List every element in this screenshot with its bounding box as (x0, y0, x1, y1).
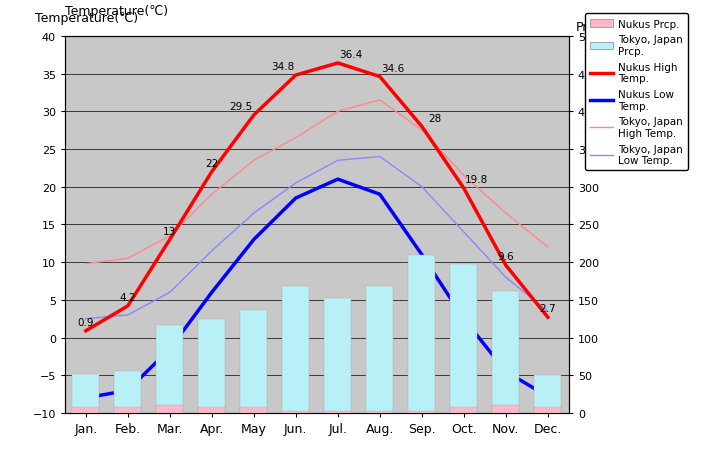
Bar (156, 325, 184, 413)
Text: 2.7: 2.7 (539, 304, 556, 314)
Bar (240, 407, 267, 413)
Bar (534, 407, 562, 413)
Text: 9.6: 9.6 (498, 252, 514, 262)
Text: Temperature(℃): Temperature(℃) (65, 5, 168, 18)
Legend: Nukus Prcp., Tokyo, Japan
Prcp., Nukus High
Temp., Nukus Low
Temp., Tokyo, Japan: Nukus Prcp., Tokyo, Japan Prcp., Nukus H… (585, 14, 688, 171)
Bar (534, 375, 562, 413)
Text: 36.4: 36.4 (339, 50, 362, 60)
Bar (156, 406, 184, 413)
Bar (198, 407, 225, 413)
Text: 34.6: 34.6 (381, 64, 404, 73)
Bar (450, 265, 477, 413)
Text: Precipitation(mm): Precipitation(mm) (576, 21, 688, 34)
Bar (282, 411, 310, 413)
Text: 28: 28 (428, 113, 441, 123)
Bar (492, 406, 519, 413)
Bar (324, 298, 351, 413)
Text: 0.9: 0.9 (78, 317, 94, 327)
Bar (366, 412, 393, 413)
Bar (408, 256, 436, 413)
Text: 22: 22 (205, 158, 218, 168)
Bar (114, 407, 141, 413)
Text: 34.8: 34.8 (271, 62, 294, 72)
Bar (366, 286, 393, 413)
Text: 19.8: 19.8 (465, 175, 488, 185)
Bar (240, 310, 267, 413)
Text: 4.2: 4.2 (120, 292, 136, 302)
Bar (450, 407, 477, 413)
Bar (282, 286, 310, 413)
Bar (408, 412, 436, 413)
Bar (114, 371, 141, 413)
Text: 13: 13 (163, 226, 176, 236)
Bar (72, 407, 99, 413)
Bar (198, 319, 225, 413)
Bar (72, 374, 99, 413)
Bar (492, 291, 519, 413)
Text: 29.5: 29.5 (230, 102, 253, 112)
Bar (324, 412, 351, 413)
Text: Temperature(℃): Temperature(℃) (35, 12, 138, 25)
